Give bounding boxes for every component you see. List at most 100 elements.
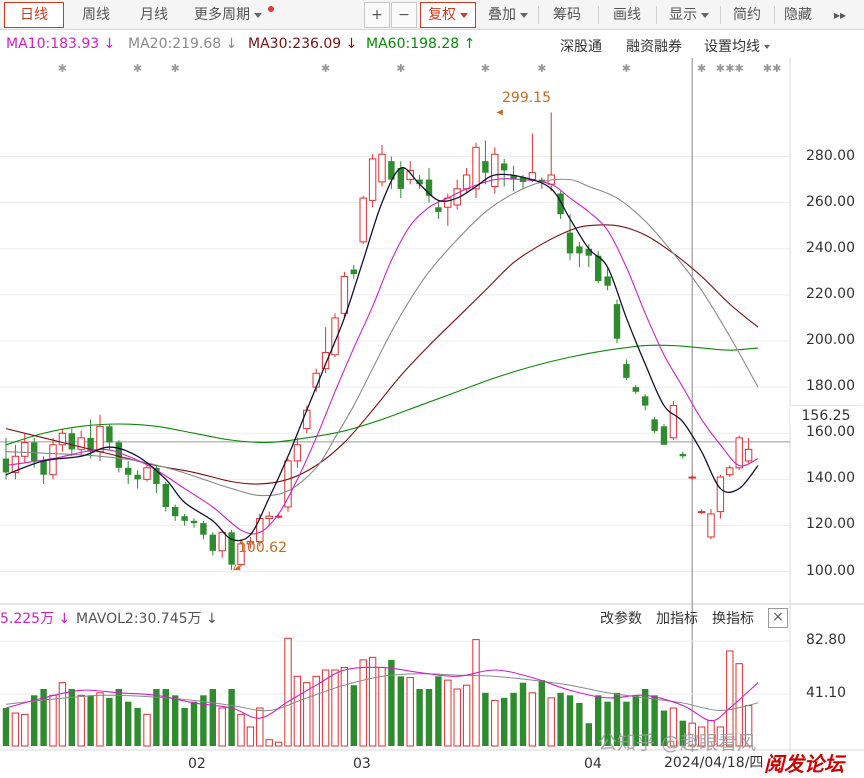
candle-body bbox=[134, 474, 141, 480]
period-tab-weekly[interactable]: 周线 bbox=[82, 7, 110, 23]
ma60-legend: MA60:198.28 ↑ bbox=[366, 36, 475, 52]
period-tab-monthly[interactable]: 月线 bbox=[140, 7, 168, 23]
fuquan-label: 复权 bbox=[428, 7, 456, 23]
ma30-value: MA30:236.09 bbox=[248, 36, 342, 52]
divider bbox=[598, 6, 599, 24]
candle-body bbox=[623, 364, 630, 378]
volume-bar bbox=[331, 669, 339, 747]
candle-body bbox=[350, 269, 357, 275]
candle-body bbox=[274, 515, 283, 518]
divider bbox=[538, 6, 539, 24]
mavol2-legend: MAVOL2:30.745万 ↓ bbox=[76, 608, 218, 628]
volume-bar bbox=[462, 684, 471, 747]
volume-bar bbox=[218, 707, 226, 747]
volume-bar bbox=[557, 692, 564, 746]
candle-body bbox=[604, 276, 611, 286]
candle-body bbox=[547, 174, 555, 185]
vol-tick-label: 82.80 bbox=[806, 632, 847, 649]
draw-line-button[interactable]: 画线 bbox=[613, 7, 641, 23]
candle-body bbox=[632, 387, 639, 392]
event-marker-icon: ✱ bbox=[171, 62, 180, 75]
candle-body bbox=[2, 458, 10, 473]
display-label: 显示 bbox=[669, 7, 697, 23]
candle-body bbox=[106, 426, 113, 443]
candle-body bbox=[368, 158, 377, 201]
volume-bar bbox=[406, 677, 414, 747]
add-indicator-button[interactable]: 加指标 bbox=[656, 611, 698, 627]
period-tab-more[interactable]: 更多周期 bbox=[186, 2, 270, 28]
zoom-out-button[interactable]: − bbox=[391, 2, 417, 28]
ma10-legend: MA10:183.93 ↓ bbox=[6, 36, 115, 52]
volume-bar bbox=[228, 689, 235, 746]
volume-bar bbox=[106, 697, 113, 746]
ma-settings-dropdown[interactable]: 设置均线 bbox=[704, 36, 770, 56]
candle-body bbox=[416, 179, 423, 185]
candle-body bbox=[472, 146, 480, 190]
y-tick-label: 240.00 bbox=[806, 239, 855, 256]
down-arrow-icon: ↓ bbox=[205, 611, 218, 627]
toolbar: 日线 周线 月线 更多周期 + − 复权 叠加 筹码 画线 显示 简约 隐藏 ▸… bbox=[0, 0, 864, 30]
volume-bar bbox=[246, 726, 255, 747]
divider bbox=[656, 6, 657, 24]
chips-button[interactable]: 筹码 bbox=[553, 7, 581, 23]
volume-bar bbox=[425, 689, 433, 746]
candle-body bbox=[31, 442, 38, 461]
volume-bar bbox=[200, 695, 207, 746]
period-tab-daily[interactable]: 日线 bbox=[4, 2, 64, 28]
close-icon[interactable]: × bbox=[768, 608, 788, 628]
switch-indicator-button[interactable]: 换指标 bbox=[712, 611, 754, 627]
display-dropdown[interactable]: 显示 bbox=[660, 2, 718, 28]
candle-body bbox=[519, 177, 527, 182]
volume-bar bbox=[77, 694, 85, 747]
volume-bar bbox=[585, 723, 592, 746]
more-arrows-icon[interactable]: ▸▸ bbox=[833, 8, 847, 22]
high-price-annotation: 299.15 bbox=[502, 90, 551, 106]
overlay-dropdown[interactable]: 叠加 bbox=[480, 2, 536, 28]
candle-body bbox=[40, 460, 47, 475]
y-tick-label: 260.00 bbox=[806, 193, 855, 210]
candle-body bbox=[576, 246, 583, 254]
edit-params-button[interactable]: 改参数 bbox=[600, 611, 642, 627]
candle-body bbox=[378, 153, 386, 183]
candle-body bbox=[125, 467, 132, 475]
down-arrow-icon: ↓ bbox=[225, 36, 238, 52]
chevron-down-icon bbox=[764, 45, 770, 49]
volume-bar bbox=[453, 688, 461, 747]
candle-body bbox=[21, 441, 29, 457]
candle-body bbox=[96, 425, 104, 453]
candle-body bbox=[613, 304, 621, 339]
current-price-label: 156.25 bbox=[790, 405, 862, 425]
candle-body bbox=[200, 523, 207, 535]
volume-bar bbox=[21, 713, 29, 747]
candle-body bbox=[209, 534, 216, 551]
mavol2-line bbox=[5, 673, 759, 712]
volume-bar bbox=[303, 682, 311, 747]
volume-bar bbox=[547, 697, 555, 747]
fuquan-dropdown[interactable]: 复权 bbox=[420, 2, 476, 28]
volume-legend: 5.225万 ↓ MAVOL2:30.745万 ↓ 改参数 加指标 换指标 bbox=[0, 606, 864, 628]
candle-body bbox=[707, 513, 715, 538]
volume-bar bbox=[11, 712, 20, 747]
candle-body bbox=[181, 516, 188, 521]
volume-bar bbox=[566, 695, 574, 746]
period-tab-more-label: 更多周期 bbox=[194, 7, 250, 23]
y-tick-label: 200.00 bbox=[806, 332, 855, 348]
divider bbox=[774, 6, 775, 24]
down-arrow-icon: ↓ bbox=[58, 611, 71, 627]
northbound-link[interactable]: 深股通 bbox=[560, 39, 602, 55]
volume-bar bbox=[350, 685, 357, 746]
zoom-in-button[interactable]: + bbox=[364, 2, 390, 28]
low-annotation-arrow bbox=[233, 563, 237, 571]
hide-button[interactable]: 隐藏 bbox=[784, 7, 812, 23]
simple-button[interactable]: 简约 bbox=[733, 7, 761, 23]
volume-bar bbox=[134, 708, 141, 746]
volume-bar bbox=[368, 656, 377, 747]
divider bbox=[720, 6, 721, 24]
candle-body bbox=[651, 419, 658, 431]
margin-trading-link[interactable]: 融资融券 bbox=[626, 39, 682, 55]
volume-bar bbox=[482, 692, 489, 746]
candle-body bbox=[669, 405, 678, 439]
notification-dot-icon bbox=[268, 6, 274, 12]
cursor-date-label: 2024/04/18/四 bbox=[660, 752, 780, 774]
